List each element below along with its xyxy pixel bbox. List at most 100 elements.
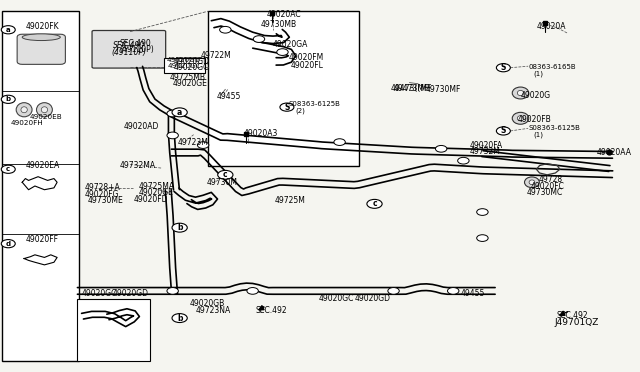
- Text: b: b: [177, 314, 182, 323]
- Text: 49020FA: 49020FA: [470, 141, 503, 150]
- FancyBboxPatch shape: [2, 11, 79, 361]
- Circle shape: [253, 36, 265, 42]
- Text: 49725MA: 49725MA: [138, 182, 175, 190]
- Text: SEC.490: SEC.490: [113, 41, 145, 50]
- Text: c: c: [6, 166, 10, 172]
- Text: d: d: [6, 241, 11, 247]
- Circle shape: [497, 64, 510, 72]
- Text: 49020FD: 49020FD: [133, 195, 168, 203]
- Circle shape: [497, 127, 510, 135]
- Text: (1): (1): [533, 131, 543, 138]
- Ellipse shape: [529, 180, 535, 185]
- Circle shape: [167, 288, 179, 294]
- Text: 49455: 49455: [217, 92, 241, 101]
- Text: 49730MB: 49730MB: [260, 20, 296, 29]
- Text: (49110P): (49110P): [119, 45, 154, 54]
- Text: a: a: [6, 27, 11, 33]
- Text: J49701QZ: J49701QZ: [555, 318, 599, 327]
- Ellipse shape: [22, 34, 60, 41]
- Text: S08363-6125B: S08363-6125B: [528, 125, 580, 131]
- Ellipse shape: [517, 116, 524, 121]
- Circle shape: [167, 110, 179, 117]
- Circle shape: [220, 26, 231, 33]
- Text: 49020EA: 49020EA: [26, 161, 60, 170]
- Text: 49725MB: 49725MB: [170, 73, 206, 81]
- Text: 49020GD: 49020GD: [173, 57, 209, 66]
- Text: 49020GC: 49020GC: [81, 289, 116, 298]
- Text: 49020FF: 49020FF: [26, 235, 58, 244]
- Text: c: c: [372, 199, 377, 208]
- Text: 49020GA: 49020GA: [273, 40, 308, 49]
- Text: 49020A3: 49020A3: [244, 129, 278, 138]
- Ellipse shape: [517, 90, 524, 96]
- Text: 49723M: 49723M: [178, 138, 209, 147]
- Text: 49020GC: 49020GC: [319, 294, 354, 303]
- Circle shape: [458, 157, 469, 164]
- Text: 49020G: 49020G: [520, 92, 550, 100]
- Text: 49473(MF: 49473(MF: [394, 84, 432, 93]
- Ellipse shape: [21, 107, 28, 113]
- Circle shape: [172, 223, 188, 232]
- Text: 49020FB: 49020FB: [517, 115, 551, 124]
- FancyBboxPatch shape: [208, 11, 358, 166]
- Text: 49730MC: 49730MC: [526, 188, 563, 197]
- Text: S08363-6125B: S08363-6125B: [289, 101, 340, 107]
- Circle shape: [218, 170, 233, 179]
- Text: SEC.490: SEC.490: [119, 39, 151, 48]
- Text: 49020FC: 49020FC: [531, 182, 564, 190]
- Text: a: a: [177, 108, 182, 117]
- Text: 49722M: 49722M: [200, 51, 231, 60]
- Circle shape: [367, 199, 382, 208]
- Circle shape: [276, 49, 288, 55]
- Text: 49020GD: 49020GD: [113, 289, 149, 298]
- Text: 49020GE: 49020GE: [138, 188, 173, 197]
- Text: 49730M: 49730M: [206, 178, 237, 187]
- Circle shape: [1, 95, 15, 103]
- Ellipse shape: [512, 112, 529, 124]
- Circle shape: [447, 288, 459, 294]
- Ellipse shape: [41, 107, 47, 113]
- Text: 49020FG: 49020FG: [84, 190, 119, 199]
- Text: 49473(MF: 49473(MF: [391, 84, 429, 93]
- Text: 49728+A: 49728+A: [84, 183, 120, 192]
- Text: SEC.492: SEC.492: [556, 311, 588, 320]
- Text: 49020GD: 49020GD: [167, 58, 201, 64]
- Text: S: S: [500, 126, 506, 135]
- Text: 49020FM: 49020FM: [289, 53, 324, 62]
- Circle shape: [197, 142, 209, 148]
- Ellipse shape: [36, 103, 52, 117]
- Text: c: c: [223, 170, 228, 179]
- Text: SEC.492: SEC.492: [255, 306, 287, 315]
- FancyBboxPatch shape: [17, 34, 65, 64]
- Text: (2): (2): [295, 107, 305, 114]
- Circle shape: [247, 288, 259, 294]
- Text: 49020AA: 49020AA: [596, 148, 632, 157]
- Text: 49020FH: 49020FH: [10, 120, 43, 126]
- FancyBboxPatch shape: [77, 299, 150, 361]
- Text: 49020GE: 49020GE: [173, 79, 207, 88]
- Text: S: S: [500, 63, 506, 72]
- Text: 49020GC: 49020GC: [167, 63, 201, 69]
- Circle shape: [334, 139, 346, 145]
- Text: 49020GD: 49020GD: [354, 294, 390, 303]
- Circle shape: [1, 240, 15, 248]
- Ellipse shape: [525, 177, 540, 187]
- Text: 49455: 49455: [461, 289, 485, 298]
- Text: (49110P): (49110P): [111, 48, 147, 57]
- Circle shape: [477, 235, 488, 241]
- Text: 49725M: 49725M: [274, 196, 305, 205]
- Text: (1): (1): [533, 70, 543, 77]
- Ellipse shape: [16, 103, 32, 117]
- Text: b: b: [6, 96, 11, 102]
- Circle shape: [1, 26, 15, 34]
- Text: 49020A: 49020A: [536, 22, 566, 31]
- Text: 49732MA: 49732MA: [119, 161, 156, 170]
- Text: 49020EB: 49020EB: [29, 114, 62, 120]
- Text: 49020GB: 49020GB: [189, 299, 225, 308]
- Text: 49730ME: 49730ME: [88, 196, 124, 205]
- Text: 49723NA: 49723NA: [195, 306, 231, 315]
- Circle shape: [1, 165, 15, 173]
- Text: 49732M: 49732M: [470, 147, 500, 156]
- Text: 49020GC: 49020GC: [173, 63, 209, 72]
- Text: 49730MF: 49730MF: [426, 85, 461, 94]
